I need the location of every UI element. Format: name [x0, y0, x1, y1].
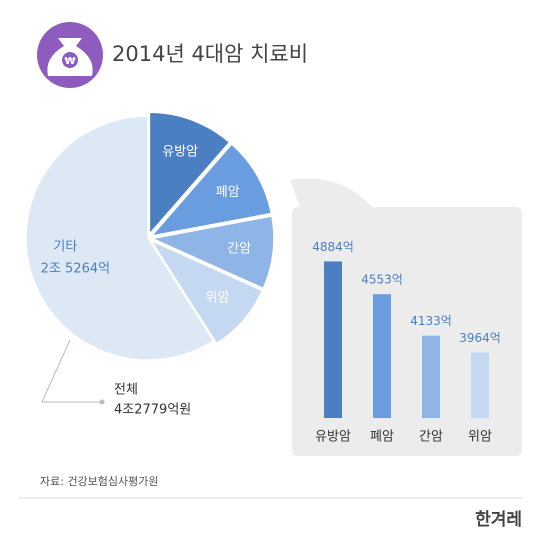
slice-value-label: 2조 5264억	[41, 262, 110, 277]
bar	[373, 294, 391, 418]
bar-value-label: 4553억	[361, 273, 403, 287]
logo: 한겨레	[475, 510, 522, 530]
callout-tail	[290, 178, 372, 207]
pie-slice	[25, 115, 215, 361]
x-tick-label: 폐암	[370, 430, 394, 445]
pie-slice	[149, 142, 273, 238]
slice-label: 기타	[53, 240, 77, 255]
icon-coin	[62, 52, 78, 68]
x-tick-label: 유방암	[315, 430, 351, 445]
title: 2014년 4대암 치료비	[112, 42, 308, 66]
slice-label: 간암	[227, 241, 251, 256]
slice-label: 위암	[206, 291, 230, 306]
slice-label: 유방암	[162, 144, 198, 159]
bar	[324, 261, 342, 418]
source: 자료: 건강보험심사평가원	[40, 475, 159, 488]
pie-slice	[149, 238, 264, 345]
bar-panel	[292, 207, 522, 456]
pie-slice	[148, 111, 231, 237]
total-leader	[41, 339, 100, 403]
bar-value-label: 4133억	[410, 314, 452, 328]
total-label: 전체	[114, 383, 138, 398]
pie-slice	[149, 215, 275, 290]
header-icon: ₩	[37, 22, 103, 88]
total-value: 4조2779억원	[114, 403, 191, 418]
bar-value-label: 3964억	[459, 331, 501, 345]
slice-label: 폐암	[216, 185, 240, 200]
bar	[471, 352, 489, 418]
icon-symbol: ₩	[64, 56, 75, 67]
total-dot	[99, 399, 105, 405]
x-tick-label: 간암	[419, 430, 443, 445]
bar	[422, 335, 440, 418]
bar-value-label: 4884억	[312, 240, 354, 254]
x-tick-label: 위암	[468, 430, 492, 445]
